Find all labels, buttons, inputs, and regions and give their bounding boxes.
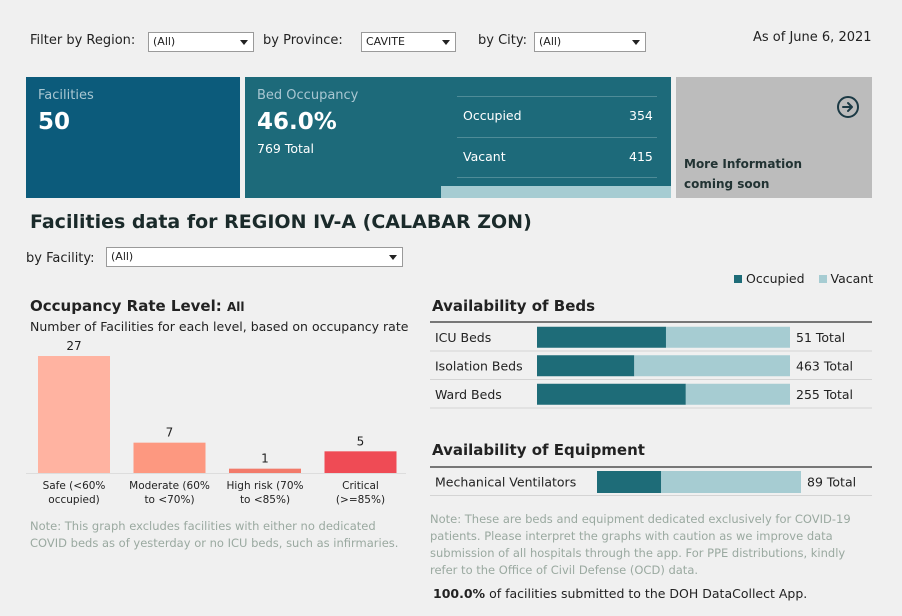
facility-filter-label: by Facility: <box>26 251 95 266</box>
bar-value-label: 5 <box>357 434 365 448</box>
more-info-text: More Information coming soon <box>684 157 803 191</box>
occupied-segment <box>537 355 635 377</box>
category-label: Critical (>=85%) <box>336 480 385 506</box>
as-of-date: As of June 6, 2021 <box>753 30 872 45</box>
occupancy-note: Note: This graph excludes facilities wit… <box>30 519 399 550</box>
bar-value-label: 7 <box>166 426 174 440</box>
beds-title: Availability of Beds <box>432 297 596 315</box>
region-filter-label: Filter by Region: <box>30 33 136 48</box>
category-label: High risk (70% to <85%) <box>226 480 303 506</box>
chevron-down-icon <box>240 40 248 45</box>
chevron-down-icon <box>632 40 640 45</box>
facility-select-value: (All) <box>111 250 134 263</box>
vacant-segment <box>661 471 801 493</box>
vacant-label: Vacant <box>463 149 506 164</box>
legend-vacant-swatch <box>818 275 827 283</box>
bar-1 <box>133 442 206 473</box>
occupancy-title: Occupancy Rate Level: All <box>30 297 244 315</box>
bar-value-label: 1 <box>261 452 269 466</box>
arrow-right-circle-icon[interactable] <box>835 94 861 120</box>
chevron-down-icon <box>442 40 450 45</box>
legend-occupied-swatch <box>734 275 742 283</box>
category-label: Moderate (60% to <70%) <box>129 480 210 506</box>
bed-total: 769 Total <box>257 141 315 156</box>
divider <box>430 321 872 323</box>
occupancy-bar-chart: 27 Safe (<60% occupied) 7 Moderate (60% to <7… <box>26 340 406 506</box>
bar-value-label: 27 <box>66 340 81 353</box>
divider <box>457 96 657 97</box>
divider <box>457 177 657 178</box>
city-filter-label: by City: <box>478 33 527 48</box>
row-total: 51 Total <box>796 330 845 345</box>
footer-note: Note: These are beds and equipment dedic… <box>430 512 851 577</box>
occupancy-scroll-bar <box>441 186 671 198</box>
divider <box>457 137 657 138</box>
page-title: Facilities data for REGION IV-A (CALABAR… <box>30 211 532 233</box>
occupancy-subtitle: Number of Facilities for each level, bas… <box>30 319 409 334</box>
row-label: Ward Beds <box>435 387 502 402</box>
city-select[interactable]: (All) <box>534 32 646 52</box>
occupied-value: 354 <box>629 108 653 123</box>
row-total: 89 Total <box>807 475 856 490</box>
bar-2 <box>229 468 301 473</box>
submission-status: 100.0% of facilities submitted to the DO… <box>433 586 807 601</box>
category-label: Safe (<60% occupied) <box>43 480 106 506</box>
more-info-card[interactable]: More Information coming soon <box>676 77 872 198</box>
bed-occupancy-label: Bed Occupancy <box>257 88 359 103</box>
occupied-segment <box>537 383 686 405</box>
facilities-card: Facilities 50 <box>26 77 240 198</box>
row-label: Isolation Beds <box>435 358 523 373</box>
occupancy-filter-value: All <box>226 300 245 314</box>
region-select-value: (All) <box>153 35 176 48</box>
row-total: 463 Total <box>796 358 853 373</box>
row-total: 255 Total <box>796 387 853 402</box>
legend-occupied: Occupied <box>746 271 805 286</box>
facilities-value: 50 <box>38 109 71 135</box>
vacant-segment <box>634 355 790 377</box>
province-select-value: CAVITE <box>366 35 405 48</box>
bed-occupancy-card: Bed Occupancy 46.0% 769 Total Occupied 3… <box>245 77 671 198</box>
chevron-down-icon <box>389 255 397 260</box>
legend-vacant: Vacant <box>830 271 874 286</box>
province-select[interactable]: CAVITE <box>361 32 456 52</box>
row-label: ICU Beds <box>435 330 491 345</box>
vacant-segment <box>685 383 790 405</box>
submission-percent: 100.0% <box>433 586 486 601</box>
occupied-label: Occupied <box>463 108 522 123</box>
bed-occupancy-value: 46.0% <box>257 109 337 135</box>
equipment-bar-chart: Mechanical Ventilators 89 Total <box>430 471 872 496</box>
bar-0 <box>38 356 110 473</box>
beds-bar-chart: ICU Beds 51 Total Isolation Beds 463 Total W… <box>430 326 872 409</box>
submission-text: of facilities submitted to the DOH DataC… <box>489 586 808 601</box>
equipment-title: Availability of Equipment <box>432 441 645 459</box>
province-filter-label: by Province: <box>263 33 343 48</box>
occupancy-title-text: Occupancy Rate Level: <box>30 297 222 315</box>
divider <box>430 466 872 468</box>
bar-3 <box>324 451 397 473</box>
legend: Occupied Vacant <box>734 271 873 286</box>
region-select[interactable]: (All) <box>148 32 254 52</box>
facility-select[interactable]: (All) <box>106 247 403 267</box>
row-label: Mechanical Ventilators <box>435 475 576 490</box>
vacant-segment <box>665 326 790 348</box>
city-select-value: (All) <box>539 35 562 48</box>
occupied-segment <box>537 326 666 348</box>
occupied-segment <box>597 471 662 493</box>
facilities-label: Facilities <box>38 88 94 103</box>
vacant-value: 415 <box>629 149 653 164</box>
